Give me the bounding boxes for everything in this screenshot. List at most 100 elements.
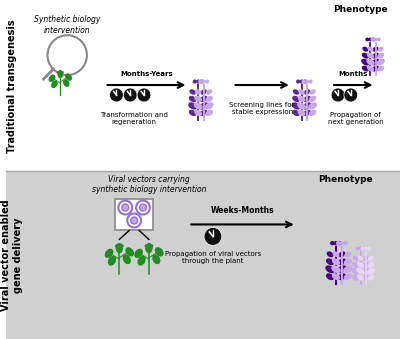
FancyBboxPatch shape [116, 199, 153, 231]
Circle shape [118, 244, 121, 247]
Text: Viral vector enabled
gene delivery: Viral vector enabled gene delivery [1, 199, 23, 311]
Text: Traditional transgenesis: Traditional transgenesis [7, 19, 17, 153]
Ellipse shape [152, 255, 160, 264]
Ellipse shape [338, 252, 345, 257]
Circle shape [334, 241, 338, 245]
Circle shape [118, 201, 132, 215]
Ellipse shape [303, 110, 311, 116]
Ellipse shape [309, 96, 316, 102]
Text: Propagation of
next generation: Propagation of next generation [328, 112, 384, 125]
Ellipse shape [327, 252, 334, 257]
Circle shape [202, 79, 206, 84]
Ellipse shape [352, 256, 358, 261]
Ellipse shape [303, 96, 311, 102]
Text: Synthetic biology
intervention: Synthetic biology intervention [34, 15, 100, 35]
Circle shape [196, 79, 200, 84]
Ellipse shape [377, 53, 384, 59]
Circle shape [338, 241, 342, 245]
Ellipse shape [189, 110, 196, 116]
Ellipse shape [292, 102, 300, 109]
Ellipse shape [358, 256, 364, 261]
Ellipse shape [298, 110, 305, 116]
Ellipse shape [367, 268, 375, 275]
Ellipse shape [363, 256, 369, 261]
Ellipse shape [376, 59, 385, 65]
Circle shape [62, 71, 64, 74]
Circle shape [305, 79, 309, 84]
Ellipse shape [362, 262, 369, 268]
Circle shape [48, 35, 87, 75]
Text: Months: Months [338, 71, 368, 77]
Circle shape [374, 38, 378, 41]
Circle shape [57, 71, 59, 74]
Ellipse shape [367, 66, 374, 72]
Circle shape [150, 244, 153, 247]
Ellipse shape [200, 89, 207, 95]
Ellipse shape [297, 102, 306, 109]
Ellipse shape [116, 243, 123, 253]
Ellipse shape [362, 275, 369, 281]
Text: Transformation and
regeneration: Transformation and regeneration [100, 112, 168, 125]
Ellipse shape [200, 110, 208, 116]
Circle shape [331, 88, 345, 102]
Circle shape [303, 79, 307, 84]
Circle shape [302, 79, 306, 84]
Ellipse shape [352, 275, 359, 281]
Ellipse shape [326, 258, 334, 265]
Ellipse shape [309, 110, 316, 116]
Text: Viral vectors carrying
synthetic biology intervention: Viral vectors carrying synthetic biology… [92, 175, 206, 194]
Ellipse shape [361, 59, 370, 65]
Circle shape [340, 241, 344, 245]
Circle shape [144, 244, 148, 247]
Ellipse shape [65, 73, 72, 81]
Ellipse shape [155, 247, 164, 257]
Ellipse shape [205, 102, 214, 109]
Ellipse shape [366, 59, 374, 65]
Ellipse shape [298, 96, 305, 102]
Ellipse shape [362, 47, 368, 52]
Circle shape [127, 214, 141, 227]
Ellipse shape [138, 256, 146, 266]
Circle shape [359, 247, 362, 251]
Ellipse shape [344, 273, 352, 280]
Ellipse shape [304, 89, 310, 95]
Circle shape [370, 38, 374, 41]
Ellipse shape [195, 89, 201, 95]
Circle shape [344, 88, 358, 102]
Ellipse shape [51, 80, 58, 88]
Ellipse shape [332, 258, 340, 265]
Ellipse shape [123, 255, 131, 264]
Bar [6, 171, 400, 339]
Ellipse shape [337, 265, 347, 273]
Text: Phenotype: Phenotype [333, 5, 388, 14]
Circle shape [123, 88, 137, 102]
Ellipse shape [332, 273, 340, 280]
Ellipse shape [372, 47, 378, 52]
Text: Phenotype: Phenotype [318, 175, 373, 184]
Ellipse shape [293, 89, 299, 95]
Circle shape [296, 79, 300, 84]
Ellipse shape [352, 262, 359, 268]
Ellipse shape [125, 247, 134, 257]
Ellipse shape [372, 59, 380, 65]
Circle shape [122, 204, 129, 211]
Ellipse shape [190, 89, 196, 95]
Ellipse shape [372, 53, 379, 59]
Circle shape [137, 88, 151, 102]
Ellipse shape [57, 70, 63, 78]
Ellipse shape [325, 265, 335, 273]
Circle shape [148, 244, 150, 247]
Ellipse shape [189, 96, 196, 102]
Circle shape [59, 71, 62, 74]
Ellipse shape [338, 258, 346, 265]
Ellipse shape [134, 249, 143, 258]
Ellipse shape [309, 89, 316, 95]
Circle shape [365, 38, 369, 41]
Circle shape [361, 247, 364, 251]
Ellipse shape [351, 268, 360, 275]
Ellipse shape [292, 110, 300, 116]
Ellipse shape [194, 96, 202, 102]
Circle shape [300, 79, 304, 84]
Ellipse shape [343, 265, 352, 273]
Ellipse shape [367, 275, 374, 281]
